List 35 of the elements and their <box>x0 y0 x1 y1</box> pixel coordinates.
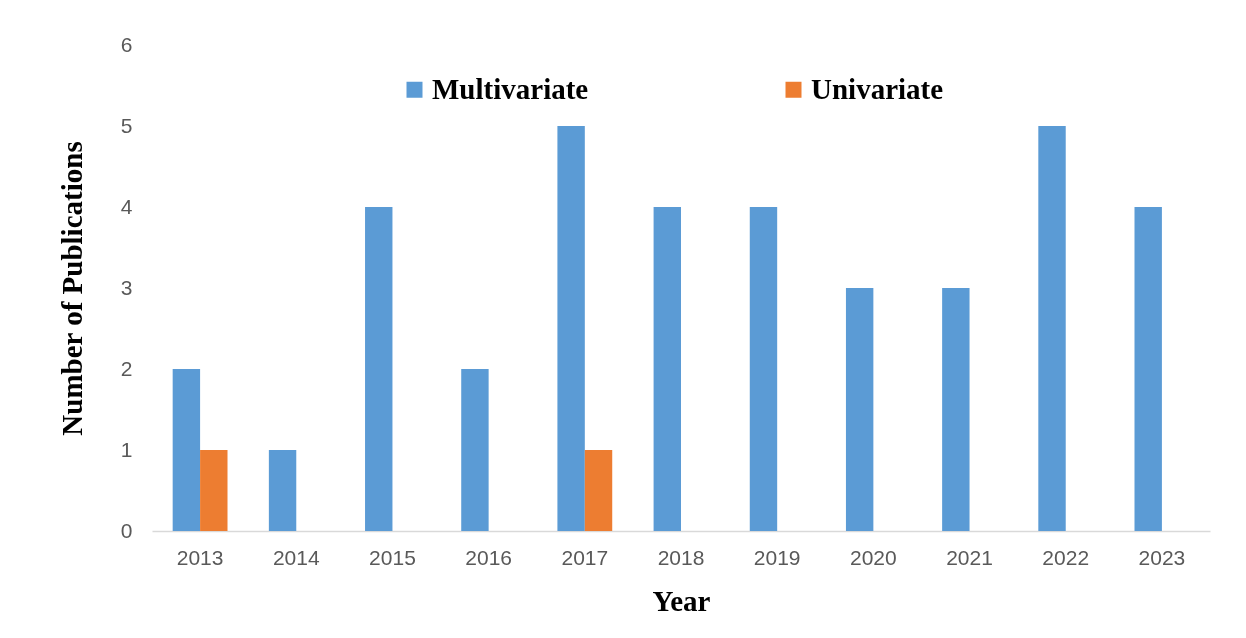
x-tick-label: 2020 <box>850 545 897 569</box>
y-tick-label: 4 <box>120 194 133 218</box>
x-tick-label: 2023 <box>1138 545 1186 569</box>
y-tick-label: 3 <box>120 275 133 299</box>
bar <box>1038 126 1066 531</box>
bar <box>557 126 585 531</box>
y-tick-label: 0 <box>120 518 133 542</box>
bar <box>584 450 613 531</box>
bar <box>365 207 393 531</box>
bar <box>845 288 874 531</box>
y-tick-label: 2 <box>120 356 133 380</box>
legend-label: Univariate <box>811 72 944 105</box>
bar <box>1134 207 1162 531</box>
y-tick-label: 5 <box>120 113 133 137</box>
x-tick-label: 2016 <box>465 545 512 569</box>
y-axis-title: Number of Publications <box>55 141 88 436</box>
x-tick-label: 2014 <box>272 545 320 569</box>
bar <box>942 288 970 531</box>
bar <box>653 207 681 531</box>
bar <box>461 369 489 531</box>
x-tick-label: 2018 <box>657 545 705 569</box>
bar <box>749 207 778 531</box>
y-tick-label: 1 <box>120 437 133 461</box>
bar <box>172 369 201 531</box>
x-tick-label: 2017 <box>561 545 609 569</box>
x-axis-title: Year <box>652 584 711 617</box>
x-tick-label: 2021 <box>946 545 993 569</box>
x-tick-label: 2015 <box>369 545 416 569</box>
y-tick-label: 6 <box>120 32 133 56</box>
bar <box>200 450 228 531</box>
legend-label: Multivariate <box>432 72 589 105</box>
x-tick-label: 2022 <box>1042 545 1090 569</box>
bar <box>268 450 297 531</box>
x-tick-label: 2019 <box>753 545 801 569</box>
x-tick-label: 2013 <box>176 545 224 569</box>
